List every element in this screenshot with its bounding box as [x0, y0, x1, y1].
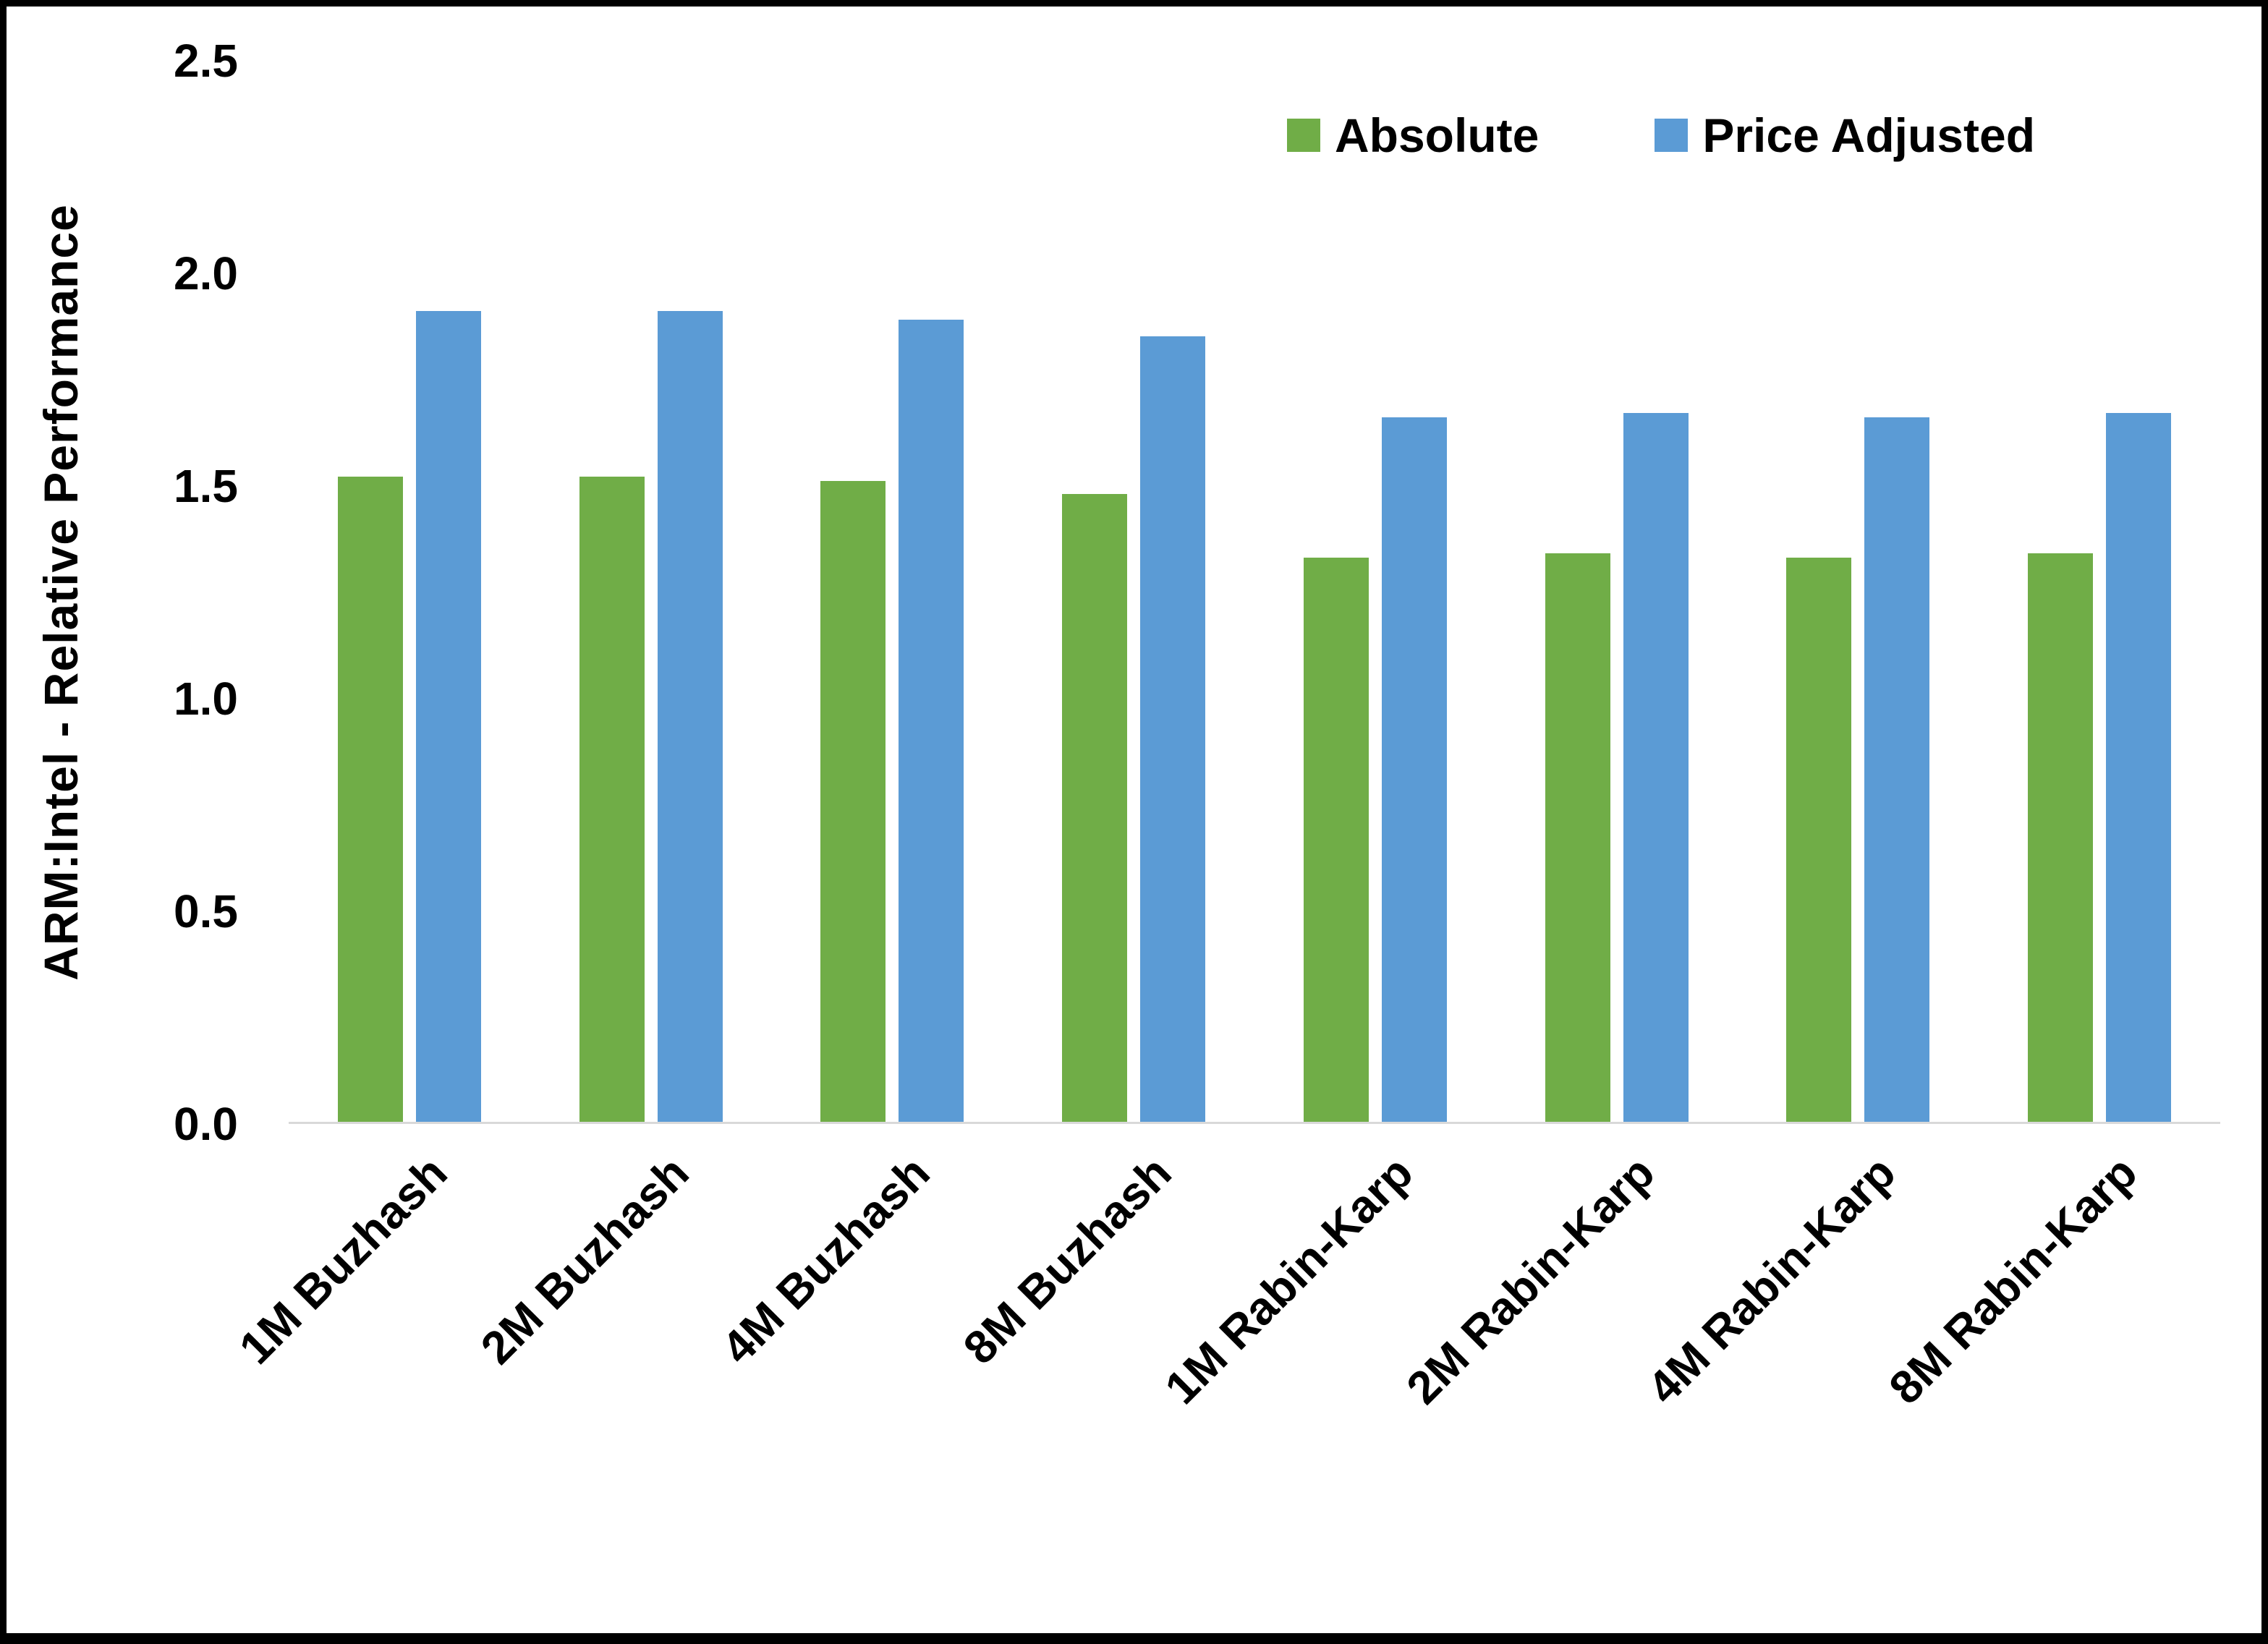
bar-absolute-2m-rabin-karp: [1545, 553, 1610, 1122]
bar-absolute-4m-buzhash: [820, 480, 886, 1122]
bar-group-8m-rabin-karp: [1979, 61, 2220, 1122]
bar-absolute-2m-buzhash: [579, 477, 645, 1122]
bar-price-adjusted-4m-buzhash: [899, 319, 964, 1122]
y-tick-label-0-5: 0.5: [174, 885, 238, 937]
bar-price-adjusted-1m-buzhash: [415, 311, 481, 1122]
bar-absolute-8m-rabin-karp: [2028, 553, 2094, 1122]
bar-price-adjusted-4m-rabin-karp: [1864, 417, 1930, 1122]
bar-absolute-8m-buzhash: [1062, 493, 1128, 1122]
bar-price-adjusted-8m-buzhash: [1140, 336, 1206, 1122]
bar-price-adjusted-2m-buzhash: [657, 311, 723, 1122]
bar-absolute-4m-rabin-karp: [1786, 557, 1852, 1122]
legend-swatch-price-adjusted-icon: [1655, 119, 1689, 152]
bar-price-adjusted-1m-rabin-karp: [1381, 417, 1447, 1122]
bar-absolute-1m-rabin-karp: [1303, 557, 1369, 1122]
y-tick-label-2-5: 2.5: [174, 35, 238, 87]
bar-price-adjusted-8m-rabin-karp: [2106, 413, 2172, 1122]
legend-item-price-adjusted: Price Adjusted: [1655, 108, 2035, 163]
bar-group-4m-buzhash: [772, 61, 1014, 1122]
legend-item-absolute: Absolute: [1287, 108, 1539, 163]
y-tick-label-2-0: 2.0: [174, 247, 238, 299]
y-tick-label-1-5: 1.5: [174, 460, 238, 512]
legend-label-price-adjusted: Price Adjusted: [1702, 108, 2036, 162]
y-tick-label-1-0: 1.0: [174, 673, 238, 725]
bar-group-1m-buzhash: [289, 61, 530, 1122]
legend-label-absolute: Absolute: [1335, 108, 1539, 162]
legend-swatch-absolute-icon: [1287, 119, 1320, 152]
bar-group-1m-rabin-karp: [1254, 61, 1496, 1122]
plot-area: [289, 61, 2220, 1124]
bar-group-2m-buzhash: [530, 61, 772, 1122]
bar-price-adjusted-2m-rabin-karp: [1623, 413, 1689, 1122]
bar-group-8m-buzhash: [1013, 61, 1254, 1122]
legend: Absolute Price Adjusted: [1287, 108, 2035, 163]
y-tick-label-0-0: 0.0: [174, 1098, 238, 1150]
bar-group-4m-rabin-karp: [1738, 61, 1979, 1122]
bar-group-2m-rabin-karp: [1496, 61, 1738, 1122]
y-axis-ticks: 0.0 0.5 1.0 1.5 2.0 2.5: [7, 35, 267, 1150]
bar-absolute-1m-buzhash: [337, 477, 403, 1122]
